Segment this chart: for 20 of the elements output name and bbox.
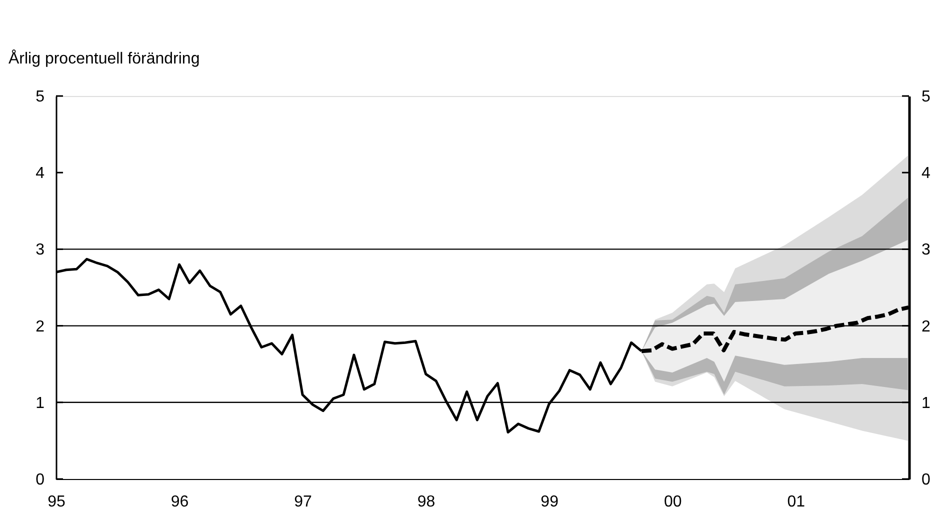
y2-tick-label: 5 <box>922 88 930 106</box>
x-tick-label: 95 <box>48 494 66 510</box>
x-tick-label: 99 <box>540 494 559 510</box>
y2-tick-label: 4 <box>922 165 930 182</box>
x-tick-label: 00 <box>664 494 682 510</box>
x-tick-label: 97 <box>294 494 312 510</box>
x-tick-label: 01 <box>787 494 806 510</box>
y2-tick-label: 2 <box>922 318 930 336</box>
x-tick-label: 98 <box>417 494 436 510</box>
y2-tick-label: 1 <box>922 394 930 412</box>
x-tick-label: 96 <box>170 494 189 510</box>
y-tick-label: 2 <box>36 318 45 336</box>
y-axis-title: Årlig procentuell förändring <box>8 50 200 68</box>
y-tick-label: 1 <box>36 394 45 412</box>
y-tick-label: 3 <box>36 242 45 259</box>
y2-tick-label: 3 <box>922 242 930 259</box>
y-tick-label: 4 <box>36 165 45 182</box>
y2-tick-label: 0 <box>922 472 930 488</box>
y-tick-label: 5 <box>36 88 45 106</box>
y-tick-label: 0 <box>36 472 45 488</box>
